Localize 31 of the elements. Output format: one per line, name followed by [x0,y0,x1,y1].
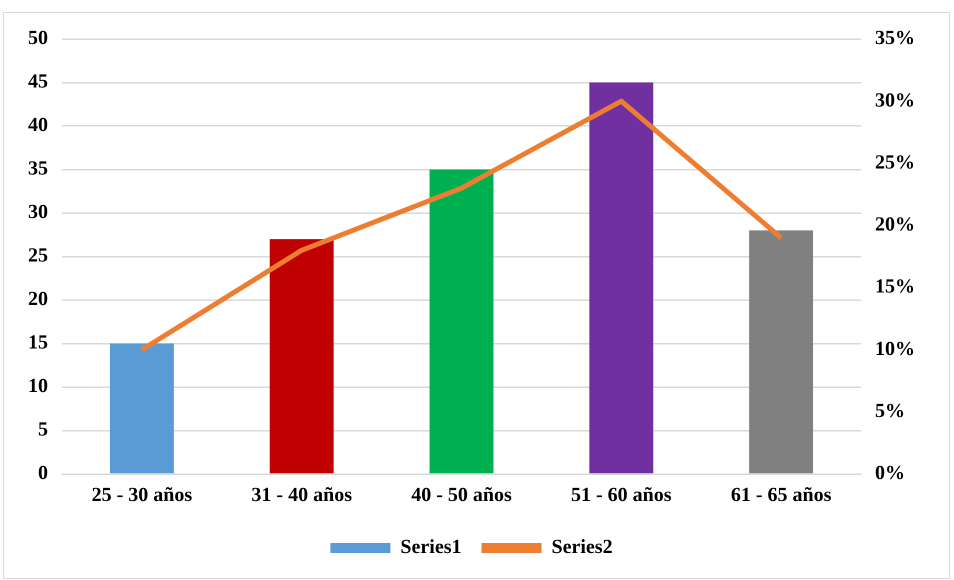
y-tick-label: 0 [38,462,48,484]
y2-tick-label: 30% [875,89,915,112]
legend-label: Series2 [552,536,613,558]
bar [589,82,654,474]
x-tick-label: 40 - 50 años [411,484,512,506]
y2-tick-label: 15% [875,276,915,298]
y-tick-label: 15 [28,332,48,354]
y-tick-label: 5 [38,418,48,441]
legend-label: Series1 [400,536,462,558]
y-tick-label: 30 [28,201,48,224]
y2-tick-label: 25% [875,151,915,174]
y-tick-label: 20 [28,288,48,310]
x-tick-label: 61 - 65 años [730,484,832,506]
bar [110,344,174,474]
y2-tick-label: 35% [875,27,915,50]
bar [749,230,814,474]
y-tick-label: 40 [28,114,48,136]
y-tick-label: 50 [28,27,48,50]
y-tick-label: 10 [28,375,48,398]
y-tick-label: 45 [28,70,48,93]
x-tick-label: 31 - 40 años [251,484,352,506]
y-tick-label: 25 [28,244,48,267]
y2-tick-label: 0% [875,462,905,484]
x-tick-label: 25 - 30 años [92,484,192,506]
x-tick-label: 51 - 60 años [571,484,672,506]
y2-tick-label: 5% [875,400,905,422]
y2-tick-label: 20% [875,214,915,236]
y2-tick-label: 10% [875,338,915,360]
y-tick-label: 35 [28,158,48,180]
bar [270,239,334,474]
bar [430,170,494,474]
